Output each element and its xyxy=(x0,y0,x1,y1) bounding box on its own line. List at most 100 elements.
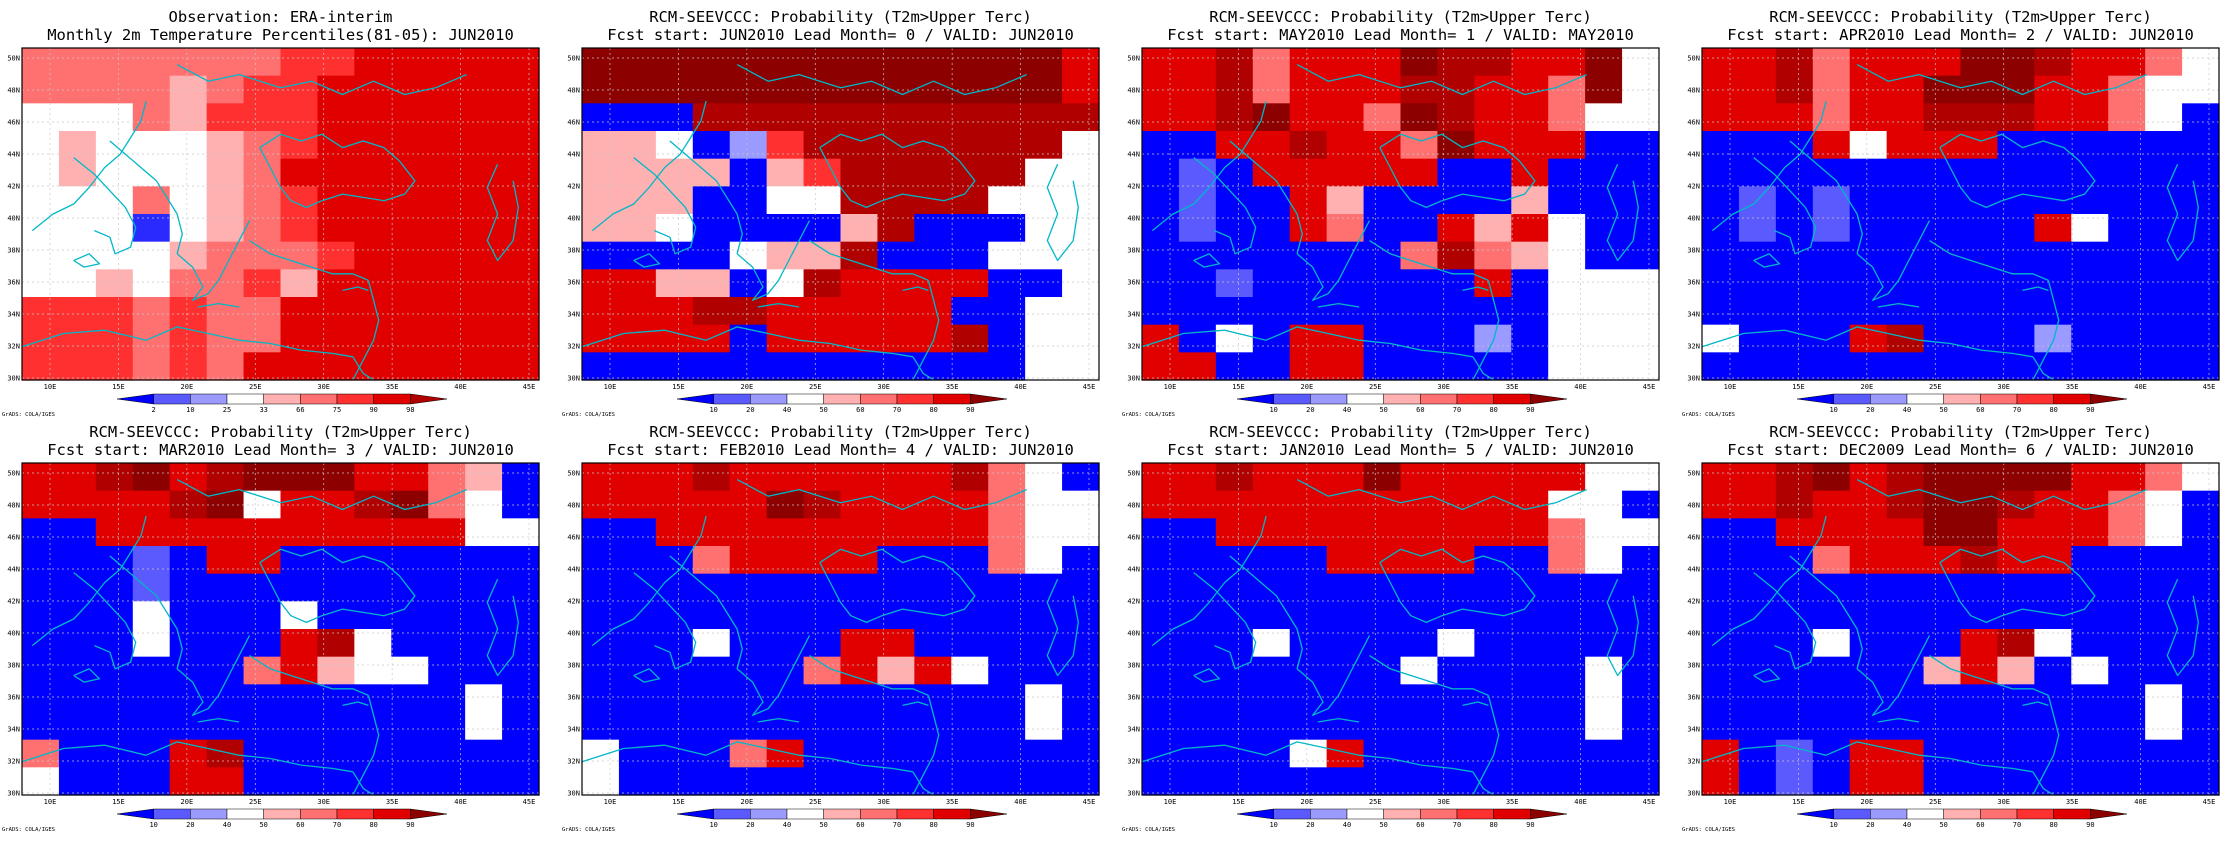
grid-cell xyxy=(1622,546,1660,575)
legend-swatch xyxy=(1236,808,1274,820)
grid-cell xyxy=(1960,158,1999,187)
grid-cell xyxy=(2145,131,2183,160)
grid-cell xyxy=(280,103,319,132)
grid-cell xyxy=(1215,712,1254,741)
grid-cell xyxy=(1178,131,1217,160)
grid-cell xyxy=(618,297,657,326)
grid-cell xyxy=(2034,324,2072,353)
grid-cell xyxy=(988,767,1026,796)
grid-cell xyxy=(729,712,768,741)
grid-cell xyxy=(1437,324,1475,353)
grid-cell xyxy=(317,324,355,353)
grid-cell xyxy=(280,739,319,768)
grid-cell xyxy=(840,573,879,602)
grid-cell xyxy=(803,186,842,215)
grid-cell xyxy=(766,297,805,326)
grid-cell xyxy=(692,186,731,215)
grid-cell xyxy=(1178,158,1217,187)
grid-cell xyxy=(692,601,731,630)
legend-tick-label: 50 xyxy=(1379,821,1387,829)
grid-cell xyxy=(1849,518,1888,547)
lat-tick-label: 40N xyxy=(7,215,20,223)
grid-cell xyxy=(502,131,540,160)
grid-cell xyxy=(803,767,842,796)
grid-cell xyxy=(22,546,60,575)
grid-cell xyxy=(1474,463,1512,492)
grid-cell xyxy=(391,324,429,353)
grid-cell xyxy=(1923,739,1962,768)
grid-cell xyxy=(1849,712,1888,741)
grid-cell xyxy=(1252,186,1291,215)
grid-cell xyxy=(914,573,952,602)
grid-cell xyxy=(169,573,208,602)
grid-cell xyxy=(914,269,952,298)
grid-cell xyxy=(1775,629,1814,658)
grid-cell xyxy=(655,241,694,270)
grid-cell xyxy=(317,518,355,547)
grid-cell xyxy=(1585,131,1623,160)
grid-cell xyxy=(1326,297,1365,326)
lat-tick-label: 42N xyxy=(567,183,580,191)
grid-cell xyxy=(1702,463,1740,492)
lon-tick-label: 20E xyxy=(1301,798,1314,806)
grid-cell xyxy=(465,158,503,187)
coastline xyxy=(352,771,374,796)
grid-cell xyxy=(803,518,842,547)
grid-cell xyxy=(1738,269,1777,298)
grid-cell xyxy=(1923,629,1962,658)
coastline xyxy=(1789,555,1863,669)
grid-cell xyxy=(2034,269,2072,298)
grid-cell xyxy=(391,546,429,575)
grid-cell xyxy=(1215,186,1254,215)
legend-swatch xyxy=(1980,393,2018,405)
grid-cell xyxy=(206,103,245,132)
grid-cell xyxy=(1289,656,1328,685)
grid-cell xyxy=(1812,186,1851,215)
grid-cell xyxy=(206,214,245,243)
grid-cell xyxy=(280,601,319,630)
grid-cell xyxy=(1923,324,1962,353)
lat-tick-label: 38N xyxy=(567,247,580,255)
legend-tick-label: 60 xyxy=(1416,821,1424,829)
coastline xyxy=(1789,140,1863,254)
grid-cell xyxy=(1142,297,1180,326)
grid-cell xyxy=(502,767,540,796)
grid-cell xyxy=(1585,684,1623,713)
coastline xyxy=(1753,157,1817,255)
grid-cell xyxy=(1812,490,1851,519)
grid-cell xyxy=(58,629,97,658)
grid-cell xyxy=(1548,269,1586,298)
grid-cell xyxy=(169,186,208,215)
coastline xyxy=(1856,220,1931,301)
grid-cell xyxy=(1289,297,1328,326)
lon-tick-label: 15E xyxy=(1792,798,1805,806)
grid-cell xyxy=(1326,518,1365,547)
grid-cell xyxy=(1812,75,1851,104)
grid-cell xyxy=(428,269,466,298)
lon-tick-label: 25E xyxy=(249,798,262,806)
grid-cell xyxy=(502,546,540,575)
grid-cell xyxy=(22,767,60,796)
grid-cell xyxy=(1886,48,1925,77)
legend-swatch xyxy=(1273,808,1311,820)
grid-cell xyxy=(2108,269,2146,298)
grid-cell xyxy=(95,656,134,685)
lat-tick-label: 36N xyxy=(1127,694,1140,702)
grid-cell xyxy=(1289,463,1328,492)
grid-cell xyxy=(2108,48,2146,77)
grid-cell xyxy=(1849,158,1888,187)
grid-cell xyxy=(988,324,1026,353)
lat-tick-label: 32N xyxy=(1127,343,1140,351)
grid-cell xyxy=(428,75,466,104)
grid-cell xyxy=(391,463,429,492)
grid-cell xyxy=(95,48,134,77)
coastline xyxy=(1701,326,2034,358)
grid-cell xyxy=(1548,131,1586,160)
grid-cell xyxy=(1886,131,1925,160)
grid-cell xyxy=(951,463,989,492)
grid-cell xyxy=(729,767,768,796)
grads-credit: GrADS: COLA/IGES xyxy=(1682,412,1735,418)
grid-cell xyxy=(729,297,768,326)
coastline xyxy=(1877,717,1920,723)
grid-cell xyxy=(354,463,392,492)
